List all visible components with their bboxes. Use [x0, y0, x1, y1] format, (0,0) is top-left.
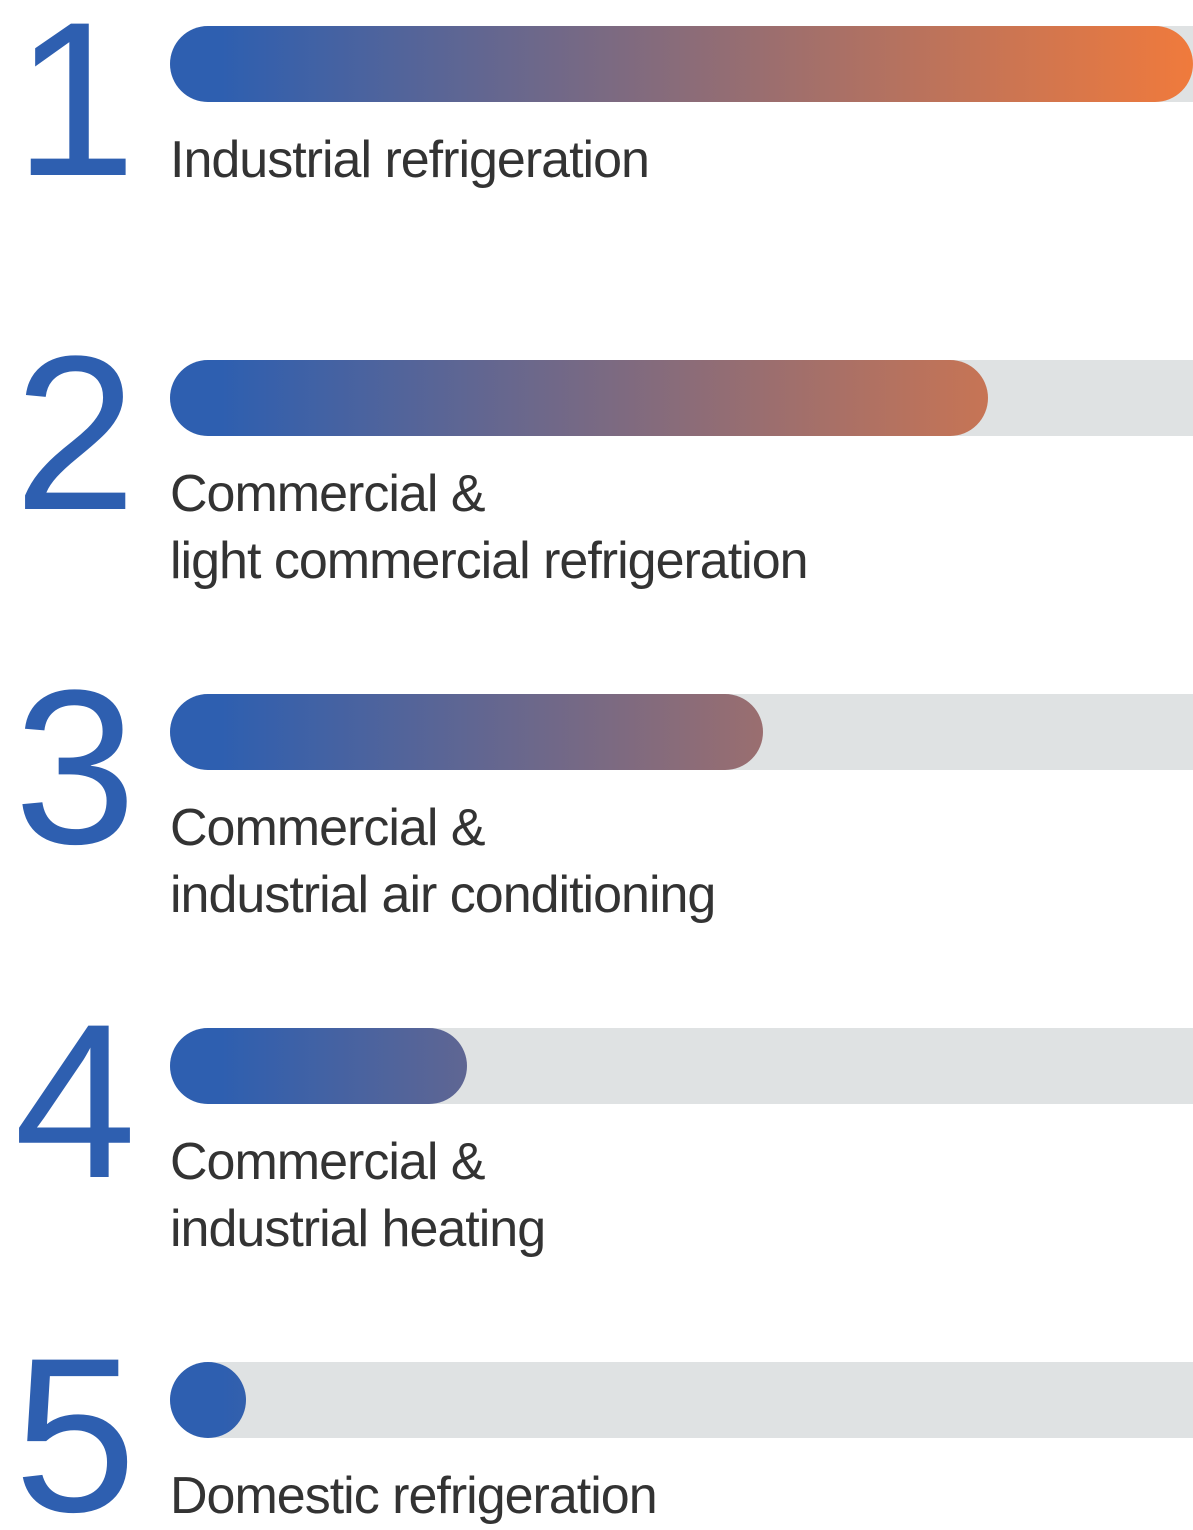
bar	[170, 694, 764, 770]
category-label: Commercial & industrial air conditioning	[170, 799, 716, 924]
category-label: Commercial & industrial heating	[170, 1133, 546, 1258]
category-label: Domestic refrigeration	[170, 1467, 658, 1525]
bar	[170, 360, 989, 436]
rank-number: 3	[14, 644, 137, 890]
bar-track	[170, 694, 1193, 770]
rank-number: 4	[14, 978, 137, 1224]
bar-track	[170, 360, 1193, 436]
rank-number: 1	[14, 0, 137, 222]
rank-number: 2	[14, 310, 137, 556]
bar	[170, 1362, 246, 1438]
bar-track	[170, 1362, 1193, 1438]
bar-track	[170, 1028, 1193, 1104]
bar-track	[170, 26, 1193, 102]
category-label: Commercial & light commercial refrigerat…	[170, 465, 809, 590]
bar	[170, 26, 1193, 102]
bar	[170, 1028, 467, 1104]
category-label: Industrial refrigeration	[170, 131, 650, 189]
rank-number: 5	[14, 1312, 137, 1530]
